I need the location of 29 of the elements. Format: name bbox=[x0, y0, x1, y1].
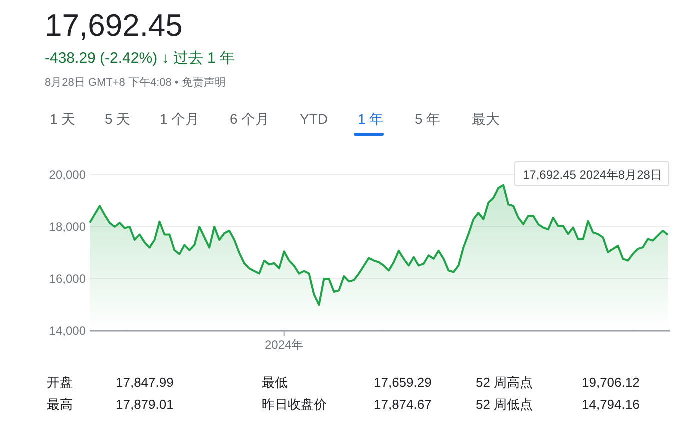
y-tick-label: 14,000 bbox=[49, 324, 86, 338]
y-tick-label: 18,000 bbox=[49, 220, 86, 234]
text: 开盘 bbox=[47, 375, 73, 390]
text: 6 个月 bbox=[230, 111, 270, 127]
text: 52 周高点 bbox=[476, 375, 534, 390]
text: 最高 bbox=[47, 397, 73, 412]
text: 昨日收盘价 bbox=[262, 397, 327, 412]
text: 17,879.01 bbox=[116, 397, 174, 412]
text: 14,794.16 bbox=[582, 397, 640, 412]
text: 5 天 bbox=[105, 111, 131, 127]
text: 8月28日 GMT+8 下午4:08 • 免责声明 bbox=[45, 76, 226, 89]
text: 17,847.99 bbox=[116, 375, 174, 390]
text: 最低 bbox=[262, 375, 288, 390]
text: 19,706.12 bbox=[582, 375, 640, 390]
text: 52 周低点 bbox=[476, 397, 534, 412]
chart-title: 17,692.45 bbox=[45, 8, 183, 43]
text: 1 年 bbox=[358, 111, 384, 127]
text: 1 天 bbox=[50, 111, 76, 127]
text: 5 年 bbox=[415, 111, 441, 127]
y-tick-label: 20,000 bbox=[49, 168, 86, 182]
annotation: 17,692.45 2024年8月28日 bbox=[523, 168, 662, 182]
chart-subtitle: -438.29 (-2.42%) ↓ 过去 1 年 bbox=[45, 50, 236, 67]
text: 最大 bbox=[472, 111, 500, 127]
text: 1 个月 bbox=[160, 111, 200, 127]
text: 17,874.67 bbox=[374, 397, 432, 412]
text: YTD bbox=[300, 111, 328, 127]
text: 17,659.29 bbox=[374, 375, 432, 390]
y-tick-label: 16,000 bbox=[49, 272, 86, 286]
x-tick-label: 2024年 bbox=[264, 338, 304, 352]
